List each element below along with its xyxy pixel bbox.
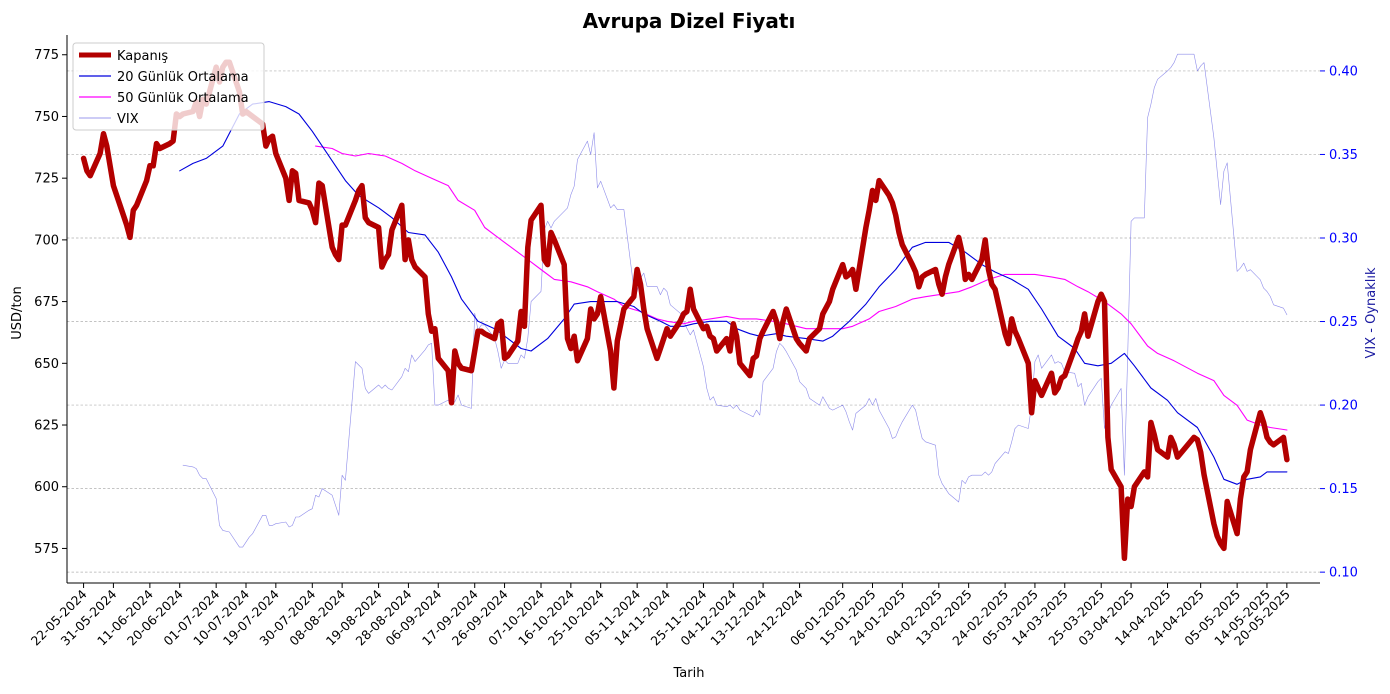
y-tick-label: 575 (34, 542, 59, 557)
y-tick-label: 600 (34, 480, 59, 495)
legend-label-ma50: 50 Günlük Ortalama (117, 91, 249, 106)
y2-axis-label: VIX - Oynaklık (1364, 267, 1379, 358)
y-tick-label: 700 (34, 233, 59, 248)
series-line-vix (182, 53, 1288, 548)
chart-title: Avrupa Dizel Fiyatı (583, 9, 796, 33)
legend-label-ma20: 20 Günlük Ortalama (117, 70, 249, 85)
legend-frame (72, 42, 265, 131)
y2-tick-label: 0.15 (1329, 482, 1358, 497)
legend-label-vix: VIX (117, 112, 139, 127)
series-line-ma20 (179, 101, 1288, 485)
x-axis-label: Tarih (673, 666, 705, 681)
y-tick-label: 675 (34, 295, 59, 310)
y2-tick-label: 0.30 (1329, 231, 1358, 246)
y-tick-label: 750 (34, 110, 59, 125)
y2-tick-label: 0.10 (1329, 566, 1358, 581)
y2-tick-label: 0.35 (1329, 148, 1358, 163)
series-lines (80, 53, 1290, 562)
y-tick-label: 725 (34, 172, 59, 187)
series-line-kapanis (80, 59, 1290, 562)
y-axis-label: USD/ton (10, 286, 25, 339)
legend-label-kapanis: Kapanış (117, 49, 168, 64)
series-line-ma50 (315, 145, 1288, 431)
legend: Kapanış 20 Günlük Ortalama 50 Günlük Ort… (72, 42, 265, 131)
y-tick-label: 650 (34, 357, 59, 372)
y-tick-label: 625 (34, 419, 59, 434)
y2-tick-label: 0.20 (1329, 399, 1358, 414)
y2-tick-label: 0.25 (1329, 315, 1358, 330)
y-tick-label: 775 (34, 48, 59, 63)
y2-tick-label: 0.40 (1329, 64, 1358, 79)
